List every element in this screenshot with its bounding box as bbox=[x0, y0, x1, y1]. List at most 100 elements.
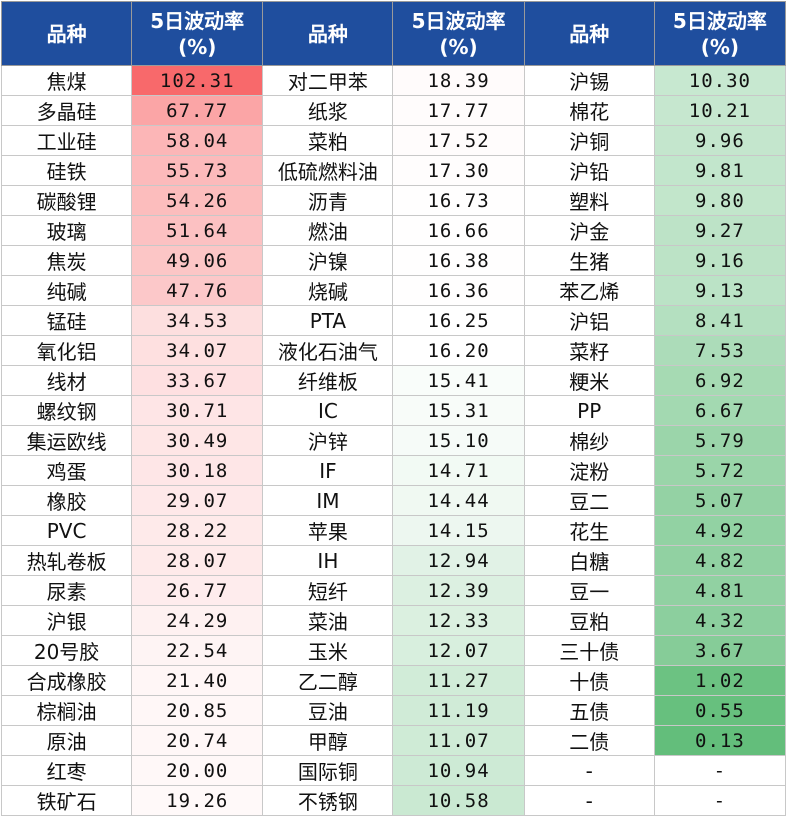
variety-name: 棉纱 bbox=[523, 425, 655, 456]
variety-name: 菜籽 bbox=[523, 335, 655, 366]
table-row: 20号胶 22.54 玉米 12.07 三十债 3.67 bbox=[0, 635, 787, 666]
variety-name: 沪铝 bbox=[523, 305, 655, 336]
volatility-value: 47.76 bbox=[131, 275, 264, 306]
variety-name: 对二甲苯 bbox=[262, 65, 394, 96]
variety-name: 沪锡 bbox=[523, 65, 655, 96]
table-row: 螺纹钢 30.71 IC 15.31 PP 6.67 bbox=[0, 395, 787, 426]
variety-name: 白糖 bbox=[523, 545, 655, 576]
variety-name: 菜粕 bbox=[262, 125, 394, 156]
volatility-value: 0.55 bbox=[653, 695, 787, 726]
volatility-value: 29.07 bbox=[131, 485, 264, 516]
volatility-value: 5.79 bbox=[653, 425, 787, 456]
volatility-value: - bbox=[653, 785, 787, 816]
variety-name: 二债 bbox=[523, 725, 655, 756]
variety-name: - bbox=[523, 785, 655, 816]
volatility-value: 18.39 bbox=[392, 65, 525, 96]
variety-name: 苹果 bbox=[262, 515, 394, 546]
header-row: 品种 5日波动率 (%) 品种 5日波动率 (%) 品种 5日波动率 (%) bbox=[0, 1, 787, 66]
variety-name: 氧化铝 bbox=[0, 335, 133, 366]
header-variety-3: 品种 bbox=[523, 1, 655, 66]
volatility-value: 16.38 bbox=[392, 245, 525, 276]
volatility-value: 14.71 bbox=[392, 455, 525, 486]
table-row: 焦煤 102.31 对二甲苯 18.39 沪锡 10.30 bbox=[0, 65, 787, 96]
table-row: 合成橡胶 21.40 乙二醇 11.27 十债 1.02 bbox=[0, 665, 787, 696]
volatility-value: 34.07 bbox=[131, 335, 264, 366]
variety-name: 纸浆 bbox=[262, 95, 394, 126]
volatility-value: 15.41 bbox=[392, 365, 525, 396]
variety-name: 螺纹钢 bbox=[0, 395, 133, 426]
variety-name: 工业硅 bbox=[0, 125, 133, 156]
variety-name: 豆油 bbox=[262, 695, 394, 726]
volatility-value: 24.29 bbox=[131, 605, 264, 636]
variety-name: 线材 bbox=[0, 365, 133, 396]
volatility-value: 33.67 bbox=[131, 365, 264, 396]
volatility-value: 102.31 bbox=[131, 65, 264, 96]
variety-name: 短纤 bbox=[262, 575, 394, 606]
variety-name: 沥青 bbox=[262, 185, 394, 216]
volatility-value: 17.77 bbox=[392, 95, 525, 126]
variety-name: 不锈钢 bbox=[262, 785, 394, 816]
header-volatility-1: 5日波动率 (%) bbox=[131, 1, 264, 66]
variety-name: 橡胶 bbox=[0, 485, 133, 516]
table-row: 热轧卷板 28.07 IH 12.94 白糖 4.82 bbox=[0, 545, 787, 576]
table-row: 碳酸锂 54.26 沥青 16.73 塑料 9.80 bbox=[0, 185, 787, 216]
volatility-value: 30.71 bbox=[131, 395, 264, 426]
variety-name: 热轧卷板 bbox=[0, 545, 133, 576]
variety-name: 十债 bbox=[523, 665, 655, 696]
table-row: 工业硅 58.04 菜粕 17.52 沪铜 9.96 bbox=[0, 125, 787, 156]
volatility-value: 6.67 bbox=[653, 395, 787, 426]
volatility-value: 22.54 bbox=[131, 635, 264, 666]
volatility-value: 17.30 bbox=[392, 155, 525, 186]
volatility-value: 16.20 bbox=[392, 335, 525, 366]
variety-name: 原油 bbox=[0, 725, 133, 756]
volatility-value: 19.26 bbox=[131, 785, 264, 816]
header-volatility-title: 5日波动率 bbox=[672, 8, 767, 33]
variety-name: 菜油 bbox=[262, 605, 394, 636]
variety-name: 苯乙烯 bbox=[523, 275, 655, 306]
variety-name: 锰硅 bbox=[0, 305, 133, 336]
volatility-value: 28.22 bbox=[131, 515, 264, 546]
table-row: 线材 33.67 纤维板 15.41 粳米 6.92 bbox=[0, 365, 787, 396]
volatility-value: 4.82 bbox=[653, 545, 787, 576]
volatility-value: 16.73 bbox=[392, 185, 525, 216]
header-variety-2: 品种 bbox=[262, 1, 394, 66]
volatility-value: 20.00 bbox=[131, 755, 264, 786]
variety-name: 铁矿石 bbox=[0, 785, 133, 816]
variety-name: 沪铅 bbox=[523, 155, 655, 186]
variety-name: IC bbox=[262, 395, 394, 426]
header-volatility-2: 5日波动率 (%) bbox=[392, 1, 525, 66]
table-row: 尿素 26.77 短纤 12.39 豆一 4.81 bbox=[0, 575, 787, 606]
volatility-value: 30.49 bbox=[131, 425, 264, 456]
variety-name: 纯碱 bbox=[0, 275, 133, 306]
variety-name: 沪铜 bbox=[523, 125, 655, 156]
volatility-value: 4.81 bbox=[653, 575, 787, 606]
header-volatility-3: 5日波动率 (%) bbox=[653, 1, 787, 66]
volatility-value: 6.92 bbox=[653, 365, 787, 396]
variety-name: 乙二醇 bbox=[262, 665, 394, 696]
volatility-value: 11.07 bbox=[392, 725, 525, 756]
table-row: 集运欧线 30.49 沪锌 15.10 棉纱 5.79 bbox=[0, 425, 787, 456]
table-row: 原油 20.74 甲醇 11.07 二债 0.13 bbox=[0, 725, 787, 756]
volatility-value: 3.67 bbox=[653, 635, 787, 666]
variety-name: IM bbox=[262, 485, 394, 516]
header-volatility-unit: (%) bbox=[178, 34, 217, 59]
volatility-value: 9.80 bbox=[653, 185, 787, 216]
header-volatility-unit: (%) bbox=[700, 34, 740, 59]
table-body: 焦煤 102.31 对二甲苯 18.39 沪锡 10.30 多晶硅 67.77 纸浆 17.77 棉… bbox=[0, 65, 787, 816]
volatility-value: 16.36 bbox=[392, 275, 525, 306]
variety-name: 低硫燃料油 bbox=[262, 155, 394, 186]
volatility-value: 34.53 bbox=[131, 305, 264, 336]
header-volatility-unit: (%) bbox=[439, 34, 478, 59]
variety-name: 粳米 bbox=[523, 365, 655, 396]
volatility-value: 67.77 bbox=[131, 95, 264, 126]
volatility-value: 12.94 bbox=[392, 545, 525, 576]
volatility-value: 5.72 bbox=[653, 455, 787, 486]
volatility-value: 30.18 bbox=[131, 455, 264, 486]
volatility-value: 14.15 bbox=[392, 515, 525, 546]
volatility-value: 0.13 bbox=[653, 725, 787, 756]
table-row: 纯碱 47.76 烧碱 16.36 苯乙烯 9.13 bbox=[0, 275, 787, 306]
volatility-value: 49.06 bbox=[131, 245, 264, 276]
table-row: 红枣 20.00 国际铜 10.94- - bbox=[0, 755, 787, 786]
variety-name: 尿素 bbox=[0, 575, 133, 606]
volatility-value: 21.40 bbox=[131, 665, 264, 696]
